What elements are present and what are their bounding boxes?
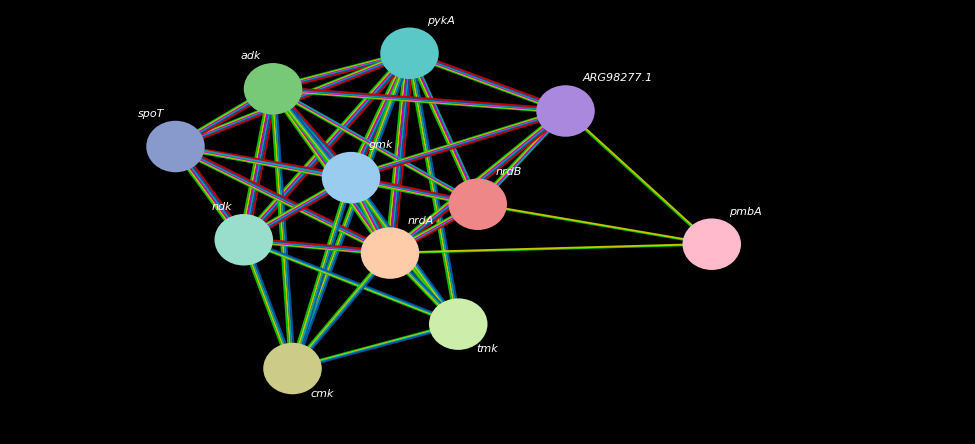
Text: ndk: ndk [212,202,232,212]
Text: pykA: pykA [427,16,455,26]
Ellipse shape [429,298,488,350]
Ellipse shape [682,218,741,270]
Ellipse shape [361,227,419,279]
Text: ARG98277.1: ARG98277.1 [583,73,653,83]
Text: gmk: gmk [369,140,393,150]
Text: nrdA: nrdA [408,215,434,226]
Ellipse shape [244,63,302,115]
Text: pmbA: pmbA [729,206,762,217]
Ellipse shape [536,85,595,137]
Text: nrdB: nrdB [495,166,522,177]
Ellipse shape [322,152,380,203]
Text: cmk: cmk [310,388,333,399]
Text: adk: adk [241,51,261,61]
Text: tmk: tmk [476,344,497,354]
Ellipse shape [448,178,507,230]
Ellipse shape [146,121,205,172]
Ellipse shape [380,28,439,79]
Text: spoT: spoT [137,109,164,119]
Ellipse shape [214,214,273,266]
Ellipse shape [263,343,322,394]
